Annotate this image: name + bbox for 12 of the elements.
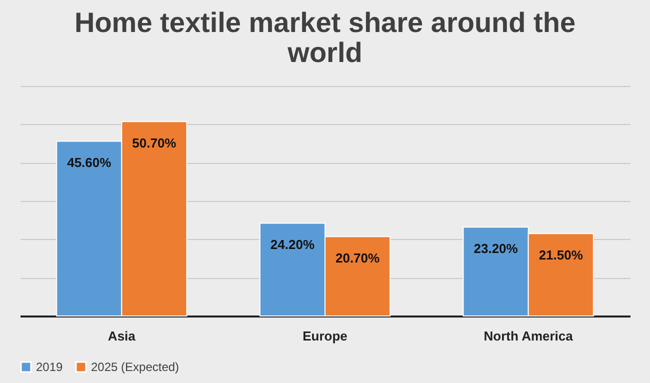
- data-label: 20.70%: [335, 250, 380, 266]
- chart-title: Home textile market share around the world: [74, 7, 576, 68]
- x-tick-label: Europe: [302, 328, 348, 344]
- data-label: 21.50%: [538, 248, 584, 263]
- legend-label: 2019: [36, 360, 64, 374]
- data-label: 45.60%: [67, 155, 112, 170]
- legend-label: 2025 (Expected): [91, 360, 180, 374]
- data-label: 50.70%: [132, 136, 177, 151]
- x-tick-label: North America: [484, 328, 574, 344]
- data-label: 24.20%: [270, 237, 315, 252]
- data-label: 23.20%: [474, 241, 518, 256]
- x-tick-label: Asia: [108, 328, 136, 344]
